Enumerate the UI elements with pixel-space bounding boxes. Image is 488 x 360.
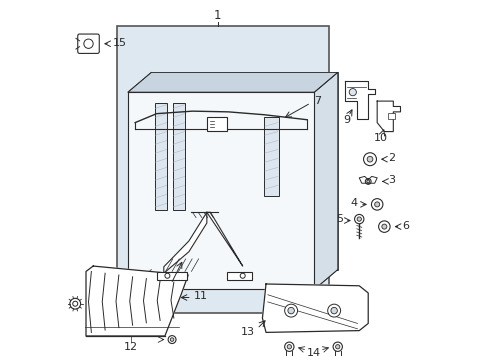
Circle shape <box>284 304 297 317</box>
Polygon shape <box>359 176 367 183</box>
Circle shape <box>356 217 361 221</box>
Circle shape <box>83 39 93 48</box>
Circle shape <box>366 156 372 162</box>
Text: 3: 3 <box>387 175 394 185</box>
Polygon shape <box>86 266 188 336</box>
Circle shape <box>168 336 176 343</box>
Circle shape <box>286 345 291 349</box>
Polygon shape <box>163 212 206 273</box>
Text: 14: 14 <box>306 348 320 358</box>
Circle shape <box>70 298 81 309</box>
Circle shape <box>354 215 363 224</box>
Circle shape <box>332 342 342 351</box>
Text: 9: 9 <box>343 115 349 125</box>
Bar <box>155 103 167 211</box>
Text: 15: 15 <box>112 38 126 48</box>
Text: 11: 11 <box>193 292 207 301</box>
Circle shape <box>371 199 382 210</box>
Circle shape <box>363 153 376 166</box>
Text: 2: 2 <box>387 153 394 163</box>
Bar <box>264 117 278 196</box>
Polygon shape <box>367 176 376 183</box>
Polygon shape <box>376 101 400 132</box>
Text: 6: 6 <box>402 221 408 230</box>
Text: 13: 13 <box>241 327 255 337</box>
Circle shape <box>73 301 78 306</box>
Circle shape <box>381 224 386 229</box>
Circle shape <box>335 345 339 349</box>
Polygon shape <box>151 72 337 270</box>
FancyBboxPatch shape <box>78 34 99 53</box>
Bar <box>387 113 394 119</box>
Bar <box>226 272 251 280</box>
Text: 10: 10 <box>373 133 387 143</box>
Polygon shape <box>314 72 337 289</box>
Polygon shape <box>262 284 367 332</box>
Bar <box>117 26 328 313</box>
Circle shape <box>284 342 293 351</box>
Polygon shape <box>128 72 337 92</box>
Polygon shape <box>344 81 375 119</box>
Text: 12: 12 <box>123 342 138 352</box>
Circle shape <box>327 304 340 317</box>
Text: 7: 7 <box>314 96 321 106</box>
Text: 8: 8 <box>160 284 167 294</box>
Circle shape <box>348 89 356 96</box>
Circle shape <box>366 180 369 183</box>
Text: 5: 5 <box>335 215 342 224</box>
Bar <box>172 103 185 211</box>
Polygon shape <box>128 92 314 289</box>
Text: 1: 1 <box>213 9 221 22</box>
Circle shape <box>378 221 389 232</box>
Text: 4: 4 <box>349 198 357 208</box>
Circle shape <box>330 307 337 314</box>
Circle shape <box>170 338 174 341</box>
Bar <box>206 117 226 131</box>
Circle shape <box>287 307 294 314</box>
Circle shape <box>365 179 370 184</box>
Circle shape <box>374 202 379 207</box>
Polygon shape <box>206 212 242 266</box>
Bar <box>156 272 187 280</box>
